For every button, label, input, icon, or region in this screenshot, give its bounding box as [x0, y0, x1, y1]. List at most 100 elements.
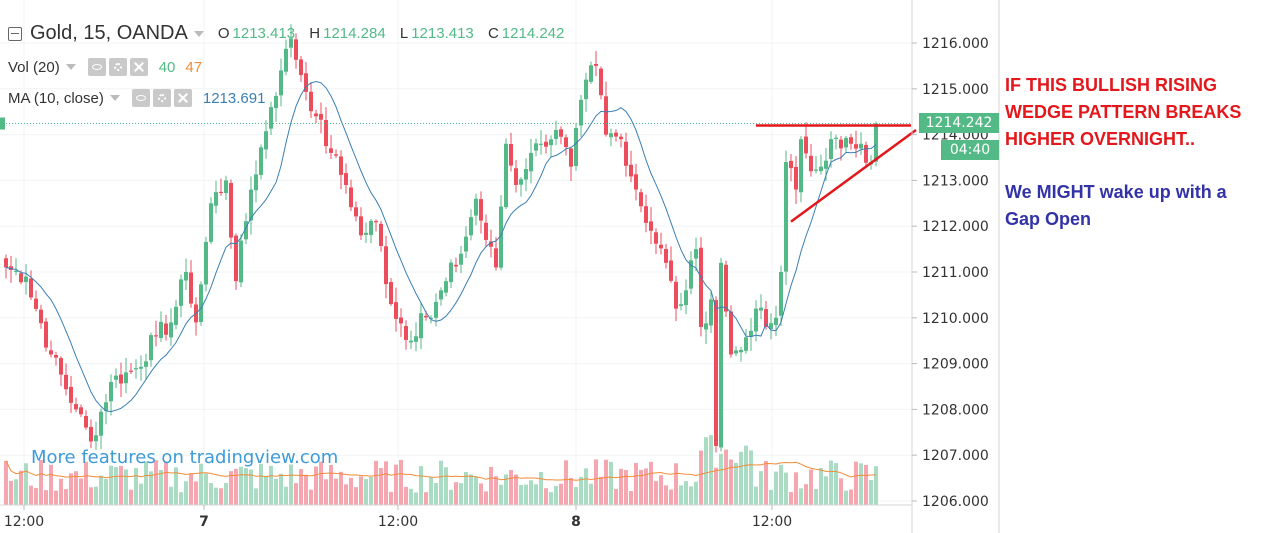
eye-icon[interactable] — [87, 58, 106, 76]
candle-body — [294, 39, 298, 60]
price-tick-label: 1207.000 — [922, 448, 989, 464]
candle-body — [509, 144, 513, 166]
chevron-down-icon[interactable] — [193, 30, 204, 37]
price-chart[interactable]: 1216.0001215.0001214.0001213.0001212.000… — [0, 0, 1000, 533]
volume-bar — [549, 492, 553, 505]
volume-ma-line — [5, 460, 877, 481]
candle-body — [479, 199, 483, 221]
candle-body — [769, 323, 773, 330]
candle-body — [779, 272, 783, 316]
chevron-down-icon[interactable] — [65, 64, 76, 70]
volume-bar — [874, 466, 878, 505]
candle-body — [694, 249, 698, 259]
volume-bar — [569, 477, 573, 505]
volume-bar — [674, 463, 678, 505]
candle-body — [394, 302, 398, 319]
volume-bar — [189, 473, 193, 505]
candle-body — [359, 216, 363, 236]
candle-body — [69, 386, 73, 403]
volume-bar — [124, 469, 128, 505]
volume-bar — [694, 481, 698, 505]
candle-body — [409, 340, 413, 343]
volume-bar — [739, 451, 743, 505]
candle-body — [674, 281, 678, 309]
candle-body — [469, 217, 473, 236]
candle-body — [179, 279, 183, 306]
candle-body — [9, 266, 13, 270]
candle-body — [199, 284, 203, 323]
candle-body — [604, 96, 608, 135]
time-tick-label: 7 — [199, 514, 209, 530]
volume-bar — [219, 488, 223, 505]
volume-bar — [149, 471, 153, 505]
volume-bar — [519, 485, 523, 505]
volume-bar — [559, 483, 563, 505]
candle-body — [764, 309, 768, 327]
volume-bar — [799, 488, 803, 505]
tradingview-watermark[interactable]: More features on tradingview.com — [31, 447, 339, 468]
eye-icon[interactable] — [131, 89, 150, 107]
candle-body — [374, 221, 378, 223]
volume-bar — [489, 466, 493, 505]
volume-bar — [579, 476, 583, 505]
volume-bar — [79, 478, 83, 505]
candle-body — [514, 168, 518, 185]
price-tick-label: 1215.000 — [922, 82, 989, 98]
volume-bar — [564, 460, 568, 505]
volume-bar — [314, 466, 318, 505]
collapse-icon[interactable] — [8, 26, 22, 41]
volume-bar — [329, 465, 333, 505]
candle-body — [774, 317, 778, 325]
volume-bar — [444, 467, 448, 505]
candle-body — [544, 141, 548, 147]
candle-body — [419, 313, 423, 339]
candle-body — [29, 278, 33, 298]
gear-icon[interactable] — [108, 58, 127, 76]
close-icon[interactable] — [173, 89, 192, 107]
volume-bar — [824, 476, 828, 505]
volume-bar — [849, 489, 853, 505]
volume-bar — [764, 461, 768, 505]
candle-body — [609, 133, 613, 138]
volume-bar — [864, 465, 868, 505]
candle-body — [529, 152, 533, 172]
volume-bar — [689, 486, 693, 505]
volume-bar — [299, 469, 303, 505]
candle-body — [664, 248, 668, 263]
close-icon[interactable] — [129, 58, 148, 76]
volume-bar — [199, 463, 203, 505]
candle-body — [679, 304, 683, 306]
volume-bar — [364, 479, 368, 505]
volume-bar — [274, 478, 278, 505]
volume-bar — [134, 468, 138, 505]
volume-bar — [744, 445, 748, 505]
candle-body — [839, 139, 843, 149]
candle-body — [629, 164, 633, 177]
candle-body — [134, 368, 138, 370]
candle-body — [124, 372, 128, 384]
volume-bar — [104, 478, 108, 505]
volume-bar — [859, 463, 863, 505]
volume-bar — [354, 487, 358, 505]
volume-bars — [4, 435, 878, 505]
volume-bar — [324, 479, 328, 505]
close-value: 1214.242 — [501, 25, 565, 42]
volume-bar — [839, 478, 843, 505]
candle-body — [624, 141, 628, 166]
candle-body — [369, 220, 373, 236]
candle-body — [789, 160, 793, 169]
volume-bar — [259, 463, 263, 505]
gear-icon[interactable] — [152, 89, 171, 107]
ma-path — [5, 80, 877, 413]
candle-body — [784, 162, 788, 272]
price-tick-label: 1212.000 — [922, 219, 989, 235]
candle-body — [244, 221, 248, 240]
candle-body — [684, 290, 688, 306]
volume-bar — [399, 459, 403, 505]
volume-bar — [544, 488, 548, 505]
volume-bar — [164, 461, 168, 505]
candle-body — [874, 123, 878, 162]
candle-body — [234, 235, 238, 282]
candle-body — [489, 241, 493, 247]
chevron-down-icon[interactable] — [109, 95, 120, 101]
